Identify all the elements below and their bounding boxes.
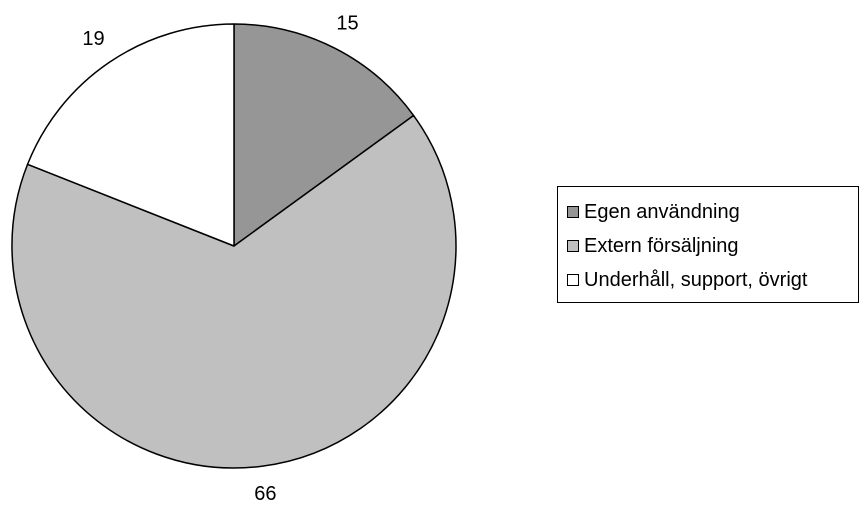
pie-data-labels: 15 66 19 xyxy=(82,12,358,505)
pie-slice-extern-forsaljning xyxy=(11,114,457,469)
legend-item-underhall-support-ovrigt: Underhåll, support, övrigt xyxy=(558,263,858,297)
legend-label-underhall-support-ovrigt: Underhåll, support, övrigt xyxy=(584,269,808,291)
legend-label-extern-forsaljning: Extern försäljning xyxy=(584,235,739,257)
pie-slice-egen-anvandning xyxy=(233,23,415,247)
legend-label-egen-anvandning: Egen användning xyxy=(584,201,740,223)
pie-data-label-underhall-support-ovrigt: 19 xyxy=(82,28,104,50)
legend-swatch-underhall-support-ovrigt xyxy=(567,274,579,286)
legend-swatch-egen-anvandning xyxy=(567,206,579,218)
pie-data-label-egen-anvandning: 15 xyxy=(336,12,358,34)
pie-slices xyxy=(11,23,457,469)
pie-slice-underhall-support-ovrigt xyxy=(26,23,235,247)
legend-item-egen-anvandning: Egen användning xyxy=(558,195,858,229)
legend-item-extern-forsaljning: Extern försäljning xyxy=(558,229,858,263)
chart-legend: Egen användning Extern försäljning Under… xyxy=(557,186,859,303)
pie-data-label-extern-forsaljning: 66 xyxy=(254,483,276,505)
legend-swatch-extern-forsaljning xyxy=(567,240,579,252)
